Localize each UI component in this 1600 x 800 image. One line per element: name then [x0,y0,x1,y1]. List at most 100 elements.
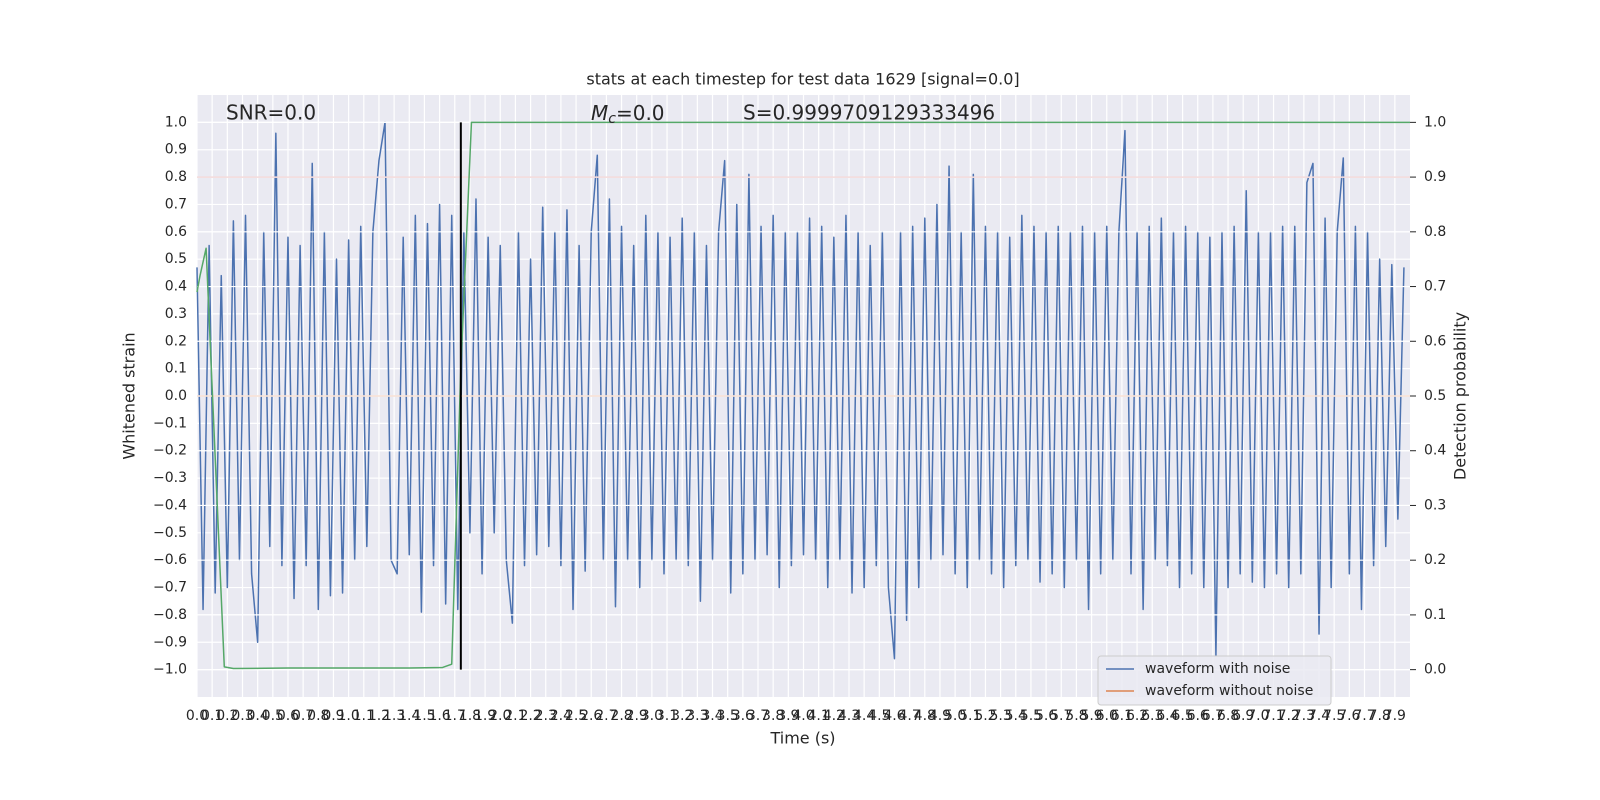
x-tick-label: 2.5 [565,708,587,724]
x-tick-label: 6.2 [1126,708,1148,724]
x-tick-label: 6.9 [1232,708,1254,724]
x-tick-label: 2.2 [519,708,541,724]
mc-text: =0.0 [616,101,665,125]
x-tick-label: 3.1 [656,708,678,724]
y2-tick-label: 0.2 [1424,552,1446,568]
y2-tick-label: 1.0 [1424,114,1446,130]
y-tick-label: 1.0 [165,114,187,130]
x-tick-label: 7.3 [1293,708,1315,724]
x-tick-label: 1.9 [474,708,496,724]
x-tick-label: 2.9 [626,708,648,724]
mc-subscript: c [608,111,616,127]
x-tick-label: 5.5 [1020,708,1042,724]
x-tick-label: 0.9 [322,708,344,724]
y2-tick-label: 0.7 [1424,279,1446,295]
x-tick-label: 2.6 [580,708,602,724]
x-tick-label: 4.2 [823,708,845,724]
legend: waveform with noise waveform without nois… [1097,655,1332,706]
y2-tick-label: 0.0 [1424,662,1446,678]
x-tick-label: 1.3 [383,708,405,724]
x-tick-label: 5.3 [989,708,1011,724]
mc-annotation: Mc=0.0 [591,101,665,128]
x-tick-label: 0.5 [262,708,284,724]
x-tick-label: 3.3 [686,708,708,724]
x-tick-label: 6.1 [1111,708,1133,724]
score-annotation: S=0.9999709129333496 [743,101,995,125]
y-axis-label: Whitened strain [120,332,139,459]
x-tick-label: 3.9 [777,708,799,724]
x-tick-label: 7.7 [1353,708,1375,724]
x-tick-label: 4.9 [929,708,951,724]
x-tick-label: 4.1 [808,708,830,724]
x-tick-label: 0.7 [292,708,314,724]
x-tick-label: 7.4 [1308,708,1330,724]
x-tick-label: 4.0 [792,708,814,724]
x-tick-label: 1.6 [428,708,450,724]
y-tick-label: 0.8 [165,169,187,185]
y2-tick-label: 0.8 [1424,224,1446,240]
x-tick-label: 1.4 [398,708,420,724]
y-tick-label: 0.1 [165,361,187,377]
x-tick-label: 1.5 [413,708,435,724]
snr-annotation: SNR=0.0 [226,101,316,125]
x-tick-label: 7.9 [1384,708,1406,724]
x-tick-label: 2.8 [610,708,632,724]
x-tick-label: 6.0 [1096,708,1118,724]
x-tick-label: 7.8 [1369,708,1391,724]
y-tick-label: −0.6 [153,552,187,568]
x-tick-label: 4.7 [899,708,921,724]
x-tick-label: 4.6 [883,708,905,724]
legend-label: waveform with noise [1145,661,1290,677]
mc-symbol: M [591,101,608,125]
x-tick-label: 3.2 [671,708,693,724]
y-tick-label: −0.5 [153,525,187,541]
y2-tick-label: 0.3 [1424,497,1446,513]
y-tick-label: −0.4 [153,497,187,513]
grid-right [197,121,1410,671]
x-tick-label: 0.4 [247,708,269,724]
y-tick-label: 0.5 [165,251,187,267]
y-tick-label: 0.2 [165,333,187,349]
x-tick-label: 7.0 [1247,708,1269,724]
x-tick-label: 2.1 [504,708,526,724]
x-tick-label: 3.6 [732,708,754,724]
y-tick-label: 0.4 [165,279,187,295]
x-tick-label: 7.1 [1262,708,1284,724]
y2-tick-label: 0.4 [1424,443,1446,459]
x-tick-label: 2.0 [489,708,511,724]
y2-tick-label: 0.5 [1424,388,1446,404]
labels: −1.0 −0.9 −0.8 −0.7 −0.6 −0.5 −0.4 −0.3 −0.2 −0.1… [153,114,1446,724]
overlay [196,121,1410,670]
y-tick-label: 0.0 [165,388,187,404]
x-tick-label: 6.7 [1202,708,1224,724]
x-tick-label: 6.5 [1171,708,1193,724]
y-tick-label: −0.1 [153,415,187,431]
y-tick-label: −1.0 [153,662,187,678]
x-tick-label: 6.6 [1187,708,1209,724]
x-tick-label: 1.0 [337,708,359,724]
x-tick-label: 6.4 [1156,708,1178,724]
y2-tick-label: 0.6 [1424,333,1446,349]
x-tick-label: 0.0 [186,708,208,724]
y-tick-label: 0.7 [165,196,187,212]
x-tick-label: 3.7 [747,708,769,724]
legend-label: waveform without noise [1145,683,1313,699]
x-tick-label: 2.3 [535,708,557,724]
x-tick-label: 3.4 [701,708,723,724]
y-tick-label: −0.7 [153,580,187,596]
y-tick-label: 0.3 [165,306,187,322]
x-tick-label: 3.8 [762,708,784,724]
y-tick-label: −0.2 [153,443,187,459]
x-tick-label: 3.0 [641,708,663,724]
x-axis-label: Time (s) [769,729,835,748]
x-tick-label: 0.6 [277,708,299,724]
x-tick-label: 2.7 [595,708,617,724]
x-tick-label: 5.0 [944,708,966,724]
x-tick-label: 3.5 [717,708,739,724]
x-tick-label: 5.8 [1065,708,1087,724]
x-tick-label: 1.1 [353,708,375,724]
x-tick-label: 7.6 [1338,708,1360,724]
x-tick-label: 4.3 [838,708,860,724]
x-tick-label: 4.4 [853,708,875,724]
